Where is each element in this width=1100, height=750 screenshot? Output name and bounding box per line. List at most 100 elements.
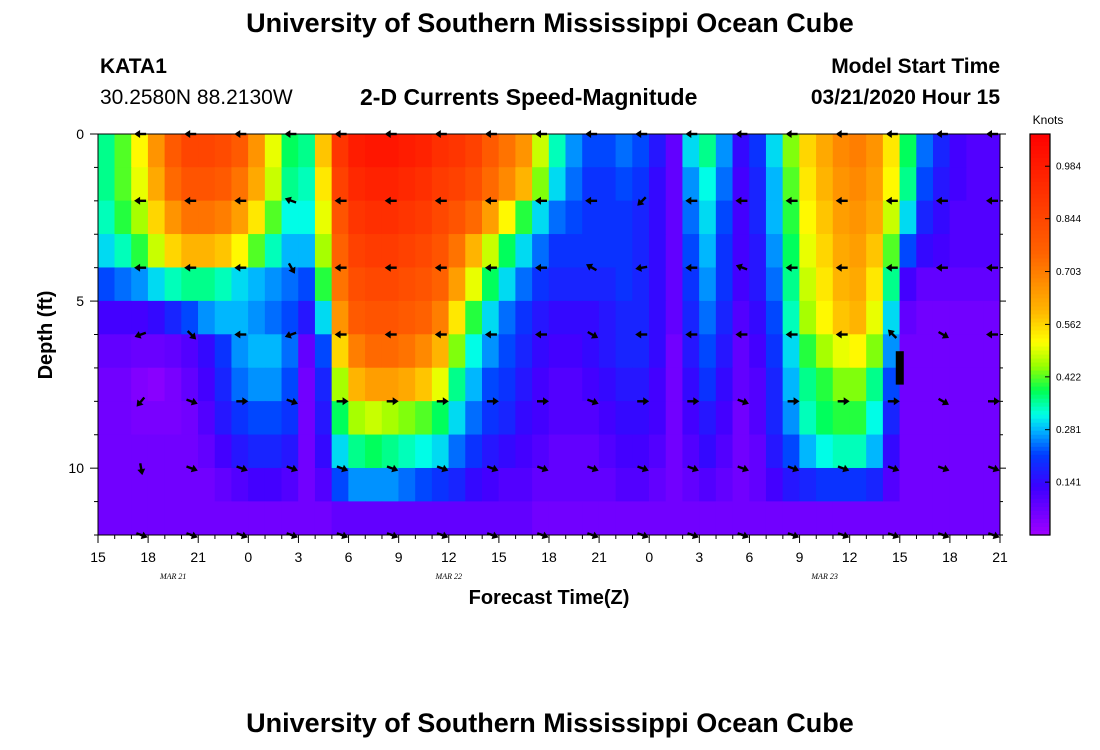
heat-cell <box>615 401 633 436</box>
colorbar-swatch <box>1030 266 1050 271</box>
heat-cell <box>715 267 734 302</box>
colorbar-swatch <box>1030 298 1050 304</box>
heat-cell <box>114 434 132 469</box>
heat-cell <box>565 200 583 235</box>
heat-cell <box>732 401 750 436</box>
heat-cell <box>932 467 951 502</box>
heat-cell <box>816 367 834 402</box>
colorbar-swatch <box>1030 194 1050 199</box>
heat-cell <box>816 133 834 168</box>
heat-cell <box>665 200 684 235</box>
heat-cell <box>582 300 600 335</box>
arrow-head <box>835 330 842 339</box>
heat-cell <box>715 334 734 369</box>
arrow-head <box>137 468 146 476</box>
heat-cell <box>331 300 349 335</box>
heat-cell <box>649 167 667 202</box>
current-vector-arrow <box>336 397 349 406</box>
current-vector-arrow <box>887 329 898 339</box>
arrow-head <box>136 399 144 407</box>
heat-cell <box>732 501 750 536</box>
heat-cell <box>465 434 483 469</box>
colorbar-swatch <box>1030 350 1050 356</box>
heat-cell <box>214 167 233 202</box>
heat-cell <box>465 133 483 168</box>
heat-cell <box>398 200 416 235</box>
arrow-head <box>384 330 391 339</box>
heat-cell <box>498 334 516 369</box>
heat-cell <box>114 200 132 235</box>
heat-cell <box>732 300 750 335</box>
current-vector-arrow <box>287 262 296 274</box>
heat-cell <box>181 367 199 402</box>
heat-cell <box>97 501 116 536</box>
heat-cell <box>298 334 316 369</box>
heat-cell <box>715 367 734 402</box>
heat-cell <box>682 501 700 536</box>
heat-cell <box>682 367 700 402</box>
current-vector-arrow <box>835 196 848 205</box>
heat-cell <box>832 434 851 469</box>
heat-cell <box>97 367 116 402</box>
heat-cell <box>214 334 233 369</box>
arrow-head <box>935 196 942 205</box>
heat-cell <box>732 367 750 402</box>
arrow-head <box>184 196 191 205</box>
arrow-head <box>391 464 399 473</box>
x-tick-label: 21 <box>591 549 607 565</box>
heat-cell <box>164 133 182 168</box>
heat-cell <box>515 501 533 536</box>
heat-cell <box>565 167 583 202</box>
arrow-head <box>134 196 141 205</box>
heat-cell <box>281 401 299 436</box>
heat-cell <box>398 234 416 269</box>
heat-cell <box>899 267 917 302</box>
heat-cell <box>615 501 633 536</box>
heat-cell <box>415 401 433 436</box>
heat-cell <box>97 434 116 469</box>
colorbar-frame <box>1029 133 1051 536</box>
heat-cell <box>532 300 550 335</box>
heat-cell <box>198 267 216 302</box>
current-vector-arrow <box>134 331 147 339</box>
heat-cell <box>598 234 617 269</box>
heat-cell <box>181 300 199 335</box>
current-vector-arrow <box>286 464 298 473</box>
current-vector-arrow <box>735 330 748 339</box>
colorbar-swatch <box>1030 230 1050 235</box>
heat-cell <box>515 434 533 469</box>
heat-cell <box>849 133 867 168</box>
heat-cell <box>799 367 817 402</box>
heat-cell <box>548 200 567 235</box>
heat-cell <box>198 234 216 269</box>
heat-cell <box>649 467 667 502</box>
x-tick-label: 9 <box>395 549 403 565</box>
arrow-head <box>586 263 594 271</box>
heatmap-cells <box>97 133 1001 536</box>
colorbar-swatch <box>1030 166 1050 171</box>
heat-cell <box>314 367 333 402</box>
heat-cell <box>632 501 650 536</box>
heat-cell <box>131 367 149 402</box>
colorbar-tick-label: 0.281 <box>1056 425 1081 436</box>
heat-cell <box>365 267 383 302</box>
heat-cell <box>899 234 917 269</box>
colorbar-swatch <box>1030 478 1050 484</box>
heat-cell <box>248 200 266 235</box>
heat-cell <box>365 434 383 469</box>
colorbar-swatch <box>1030 222 1050 227</box>
heat-cell <box>849 501 867 536</box>
heat-cell <box>331 200 349 235</box>
heat-cell <box>782 434 800 469</box>
colorbar-swatch <box>1030 218 1050 223</box>
colorbar-swatch <box>1030 318 1050 324</box>
colorbar: 0.141 0.281 0.422 0.562 0.703 0.844 0.984 <box>1029 133 1081 536</box>
heat-cell <box>114 133 132 168</box>
heat-cell <box>97 300 116 335</box>
current-vector-arrow <box>637 196 647 206</box>
heat-cell <box>198 367 216 402</box>
heat-cell <box>849 234 867 269</box>
heat-cell <box>765 267 784 302</box>
heat-cell <box>582 200 600 235</box>
heat-cell <box>264 167 283 202</box>
